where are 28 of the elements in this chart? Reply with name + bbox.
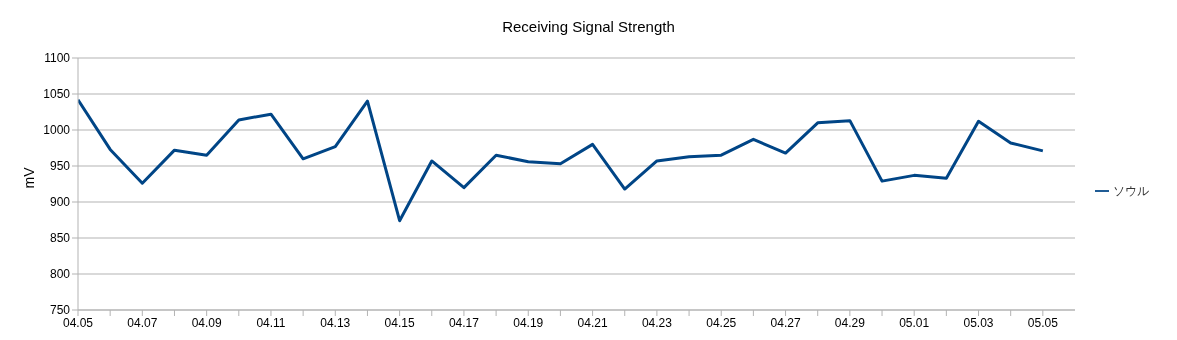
x-tick-label: 05.01: [899, 315, 930, 330]
x-tick-label: 04.13: [320, 315, 351, 330]
x-tick-label: 04.05: [62, 315, 94, 330]
y-tick-label: 800: [49, 267, 71, 282]
y-tick-label: 1050: [43, 87, 71, 102]
x-tick-label: 04.21: [577, 315, 608, 330]
x-tick-label: 05.05: [1027, 315, 1059, 330]
x-tick-label: 04.27: [770, 315, 801, 330]
y-tick-label: 750: [49, 303, 71, 318]
chart-title: Receiving Signal Strength: [501, 17, 676, 37]
y-tick-label: 1100: [44, 51, 71, 66]
x-tick-label: 04.29: [834, 315, 866, 330]
x-tick-label: 04.17: [448, 315, 480, 330]
y-tick-label: 900: [49, 195, 71, 210]
legend-label: ソウル: [1113, 183, 1149, 198]
x-tick-label: 04.25: [706, 315, 737, 330]
y-tick-label: 1000: [43, 123, 71, 138]
y-axis-title: mV: [20, 167, 37, 189]
x-tick-label: 04.15: [384, 315, 415, 330]
x-tick-label: 04.09: [191, 315, 222, 330]
x-tick-label: 04.07: [127, 315, 158, 330]
x-tick-label: 05.03: [963, 315, 994, 330]
y-tick-label: 950: [49, 159, 71, 174]
x-tick-label: 04.23: [641, 315, 673, 330]
y-tick-label: 850: [49, 231, 71, 246]
x-tick-label: 04.19: [513, 315, 544, 330]
line-series: [78, 98, 1045, 223]
x-tick-label: 04.11: [256, 315, 286, 330]
